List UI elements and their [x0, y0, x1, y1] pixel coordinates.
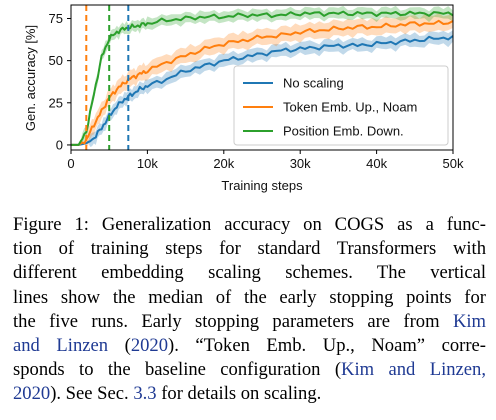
caption-text: ). “Token Emb. Up., Noam” corre- — [168, 335, 486, 357]
caption-text: lines show the median of the early stopp… — [13, 286, 486, 308]
caption-text: ( — [108, 335, 131, 357]
citation-link[interactable]: 2020 — [13, 383, 51, 405]
caption-line: different embedding scaling schemes. The… — [13, 261, 486, 285]
x-tick-label: 40k — [366, 156, 387, 171]
caption-text: ). See Sec. — [50, 383, 134, 405]
y-axis-label: Gen. accuracy [%] — [23, 25, 38, 131]
caption-line: sponds to the baseline configuration (Ki… — [13, 358, 486, 382]
caption-text: the five runs. Early stopping parameters… — [13, 310, 453, 332]
y-tick-label: 0 — [56, 137, 63, 152]
x-tick-label: 30k — [290, 156, 311, 171]
y-tick-label: 25 — [49, 95, 63, 110]
x-tick-label: 50k — [443, 156, 464, 171]
x-tick-label: 0 — [67, 156, 74, 171]
caption-text: for details on scaling. — [156, 383, 322, 405]
citation-link[interactable]: 3.3 — [133, 383, 157, 405]
caption-text: tion of training steps for standard Tran… — [13, 238, 486, 260]
x-tick-label: 10k — [137, 156, 158, 171]
legend-label: Token Emb. Up., Noam — [283, 100, 417, 115]
series-line — [71, 10, 453, 146]
series-line — [71, 19, 453, 146]
series-band — [71, 13, 453, 147]
citation-link[interactable]: 2020 — [130, 335, 168, 357]
caption-line: and Linzen (2020). “Token Emb. Up., Noam… — [13, 334, 486, 358]
plot-frame — [70, 4, 454, 151]
caption-line: tion of training steps for standard Tran… — [13, 237, 486, 261]
y-tick-label: 75 — [49, 11, 63, 26]
citation-link[interactable]: and Linzen — [13, 335, 109, 357]
caption-line: 2020). See Sec. 3.3 for details on scali… — [13, 382, 486, 406]
legend-label: Position Emb. Down. — [283, 124, 404, 139]
citation-link[interactable]: Kim — [452, 310, 486, 332]
caption-text: Figure 1: Generalization accuracy on COG… — [13, 214, 486, 235]
caption-text: sponds to the baseline configuration ( — [13, 359, 342, 381]
caption-line: Figure 1: Generalization accuracy on COG… — [13, 213, 486, 237]
caption-line: the five runs. Early stopping parameters… — [13, 310, 486, 334]
legend-box — [233, 65, 449, 146]
y-tick-label: 50 — [49, 53, 63, 68]
legend-label: No scaling — [283, 76, 344, 91]
series-line — [71, 35, 453, 146]
x-tick-label: 20k — [213, 156, 234, 171]
caption-line: lines show the median of the early stopp… — [13, 286, 486, 310]
caption-text: different embedding scaling schemes. The… — [13, 262, 486, 284]
citation-link[interactable]: Kim and Linzen, — [341, 359, 486, 381]
x-axis-label: Training steps — [221, 178, 303, 193]
figure-caption: Figure 1: Generalization accuracy on COG… — [13, 213, 486, 407]
legend: No scaling Token Emb. Up., Noam Position E… — [233, 65, 449, 146]
